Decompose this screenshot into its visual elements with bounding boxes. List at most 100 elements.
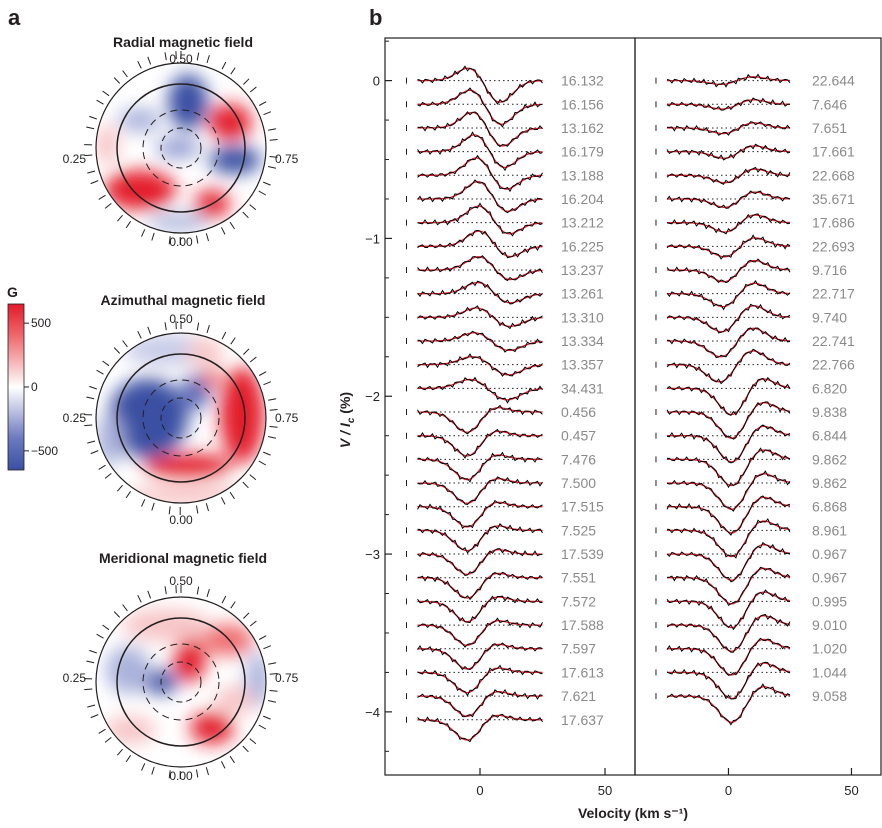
- phase-tick: [267, 436, 277, 439]
- y-tick-label: −1: [365, 231, 380, 246]
- phase-tick: [269, 409, 278, 411]
- model-profile: [417, 620, 543, 647]
- phase-tick: [89, 385, 97, 390]
- observed-profile: [666, 348, 791, 385]
- phase-tick: [229, 491, 235, 500]
- profile: 13.357: [406, 353, 604, 377]
- phase-tick: [263, 451, 271, 456]
- profile: 0.456: [406, 404, 596, 435]
- observed-profile: [417, 617, 543, 648]
- model-profile: [667, 282, 791, 308]
- phase-tick: [147, 590, 152, 599]
- colorbar-unit: G: [7, 284, 18, 300]
- phase-top: 0.50: [169, 312, 193, 326]
- observed-profile: [417, 499, 543, 530]
- phase-tick: [268, 128, 277, 131]
- model-profile: [667, 544, 791, 581]
- profile-label: 7.500: [561, 475, 596, 491]
- profile: 13.188: [406, 154, 604, 193]
- profile-label: 9.862: [812, 475, 847, 491]
- phase-tick: [86, 660, 95, 664]
- observed-profile: [666, 143, 791, 161]
- profile-label: 13.237: [561, 262, 604, 278]
- model-profile: [417, 157, 543, 190]
- azimuthal-field-map: Azimuthal magnetic field 0.50 0.25 0.75 …: [63, 292, 299, 527]
- phase-tick: [122, 340, 128, 348]
- profile-label: 17.686: [812, 215, 855, 231]
- phase-tick: [164, 322, 167, 331]
- phase-tick: [263, 181, 271, 186]
- phase-tick: [113, 77, 121, 84]
- phase-tick: [125, 221, 132, 229]
- colorbar-tick-label: 500: [31, 316, 51, 330]
- phase-tick: [269, 426, 278, 428]
- profile-label: 0.456: [561, 404, 596, 420]
- phase-tick: [196, 322, 200, 331]
- phase-tick: [151, 502, 155, 511]
- profile-label: 13.188: [561, 167, 604, 183]
- model-profile: [667, 662, 791, 700]
- phase-tick: [125, 755, 132, 763]
- phase-tick: [113, 347, 121, 354]
- model-profile: [417, 111, 543, 147]
- observed-profile: [417, 571, 543, 601]
- phase-ticks: [84, 51, 278, 245]
- model-profile: [417, 430, 543, 457]
- phase-tick: [102, 360, 110, 367]
- profile: 9.716: [655, 258, 847, 284]
- model-profile: [417, 691, 543, 718]
- map-title-meridional: Meridional magnetic field: [99, 550, 267, 566]
- model-profile: [417, 549, 543, 576]
- profile-label: 16.156: [561, 96, 604, 112]
- observed-profile: [417, 688, 543, 718]
- phase-tick: [104, 473, 112, 479]
- colorbar-tick-label: 0: [31, 380, 38, 394]
- profile: 16.132: [406, 65, 604, 105]
- model-profile: [667, 168, 791, 184]
- model-profile: [667, 496, 791, 534]
- profile: 17.613: [406, 664, 604, 697]
- radial-field-pattern: [96, 63, 266, 233]
- model-profile: [417, 134, 543, 169]
- phase-tick: [113, 611, 121, 618]
- phase-tick: [268, 398, 277, 401]
- profile: 8.961: [655, 518, 847, 559]
- stokes-v-plot: 0 −1 −2 −3 −4 0 50 0 50 16.132 16.156 13.162 16.17…: [337, 37, 882, 821]
- phase-tick: [87, 170, 96, 174]
- observed-profile: [417, 179, 543, 214]
- observed-profile: [417, 522, 543, 554]
- profile-label: 13.162: [561, 120, 604, 136]
- y-axis-label-main: V / I: [337, 422, 353, 448]
- profile-label: 7.621: [561, 688, 596, 704]
- panel-a-letter: a: [8, 5, 21, 30]
- phase-tick: [196, 586, 200, 595]
- phase-tick: [141, 763, 146, 771]
- observed-profile: [417, 664, 543, 697]
- profile-label: 0.995: [812, 593, 847, 609]
- observed-profile: [417, 202, 543, 237]
- phase-tick: [242, 745, 249, 753]
- profile-label: 0.457: [561, 428, 596, 444]
- model-profile: [667, 305, 791, 333]
- phase-tick: [242, 481, 249, 489]
- profile: 0.967: [655, 566, 847, 607]
- observed-profile: [666, 518, 791, 559]
- profile: 9.862: [655, 470, 847, 512]
- observed-profile: [666, 258, 791, 284]
- phase-tick: [258, 635, 267, 640]
- profile: 9.058: [655, 683, 847, 726]
- profile: 22.741: [655, 327, 855, 359]
- profile: 1.044: [655, 661, 847, 700]
- x-axis-ticks: 0 50 0 50: [476, 768, 859, 798]
- profile-label: 22.668: [812, 167, 855, 183]
- phase-tick: [90, 180, 99, 185]
- phase-tick: [196, 505, 199, 514]
- map-title-radial: Radial magnetic field: [113, 34, 253, 50]
- model-profile: [417, 572, 543, 599]
- profile-label: 8.961: [812, 522, 847, 538]
- observed-profile: [666, 166, 791, 185]
- observed-profile: [417, 713, 543, 743]
- phase-tick: [84, 154, 93, 157]
- profile-label: 0.967: [812, 546, 847, 562]
- observed-profile: [666, 121, 791, 136]
